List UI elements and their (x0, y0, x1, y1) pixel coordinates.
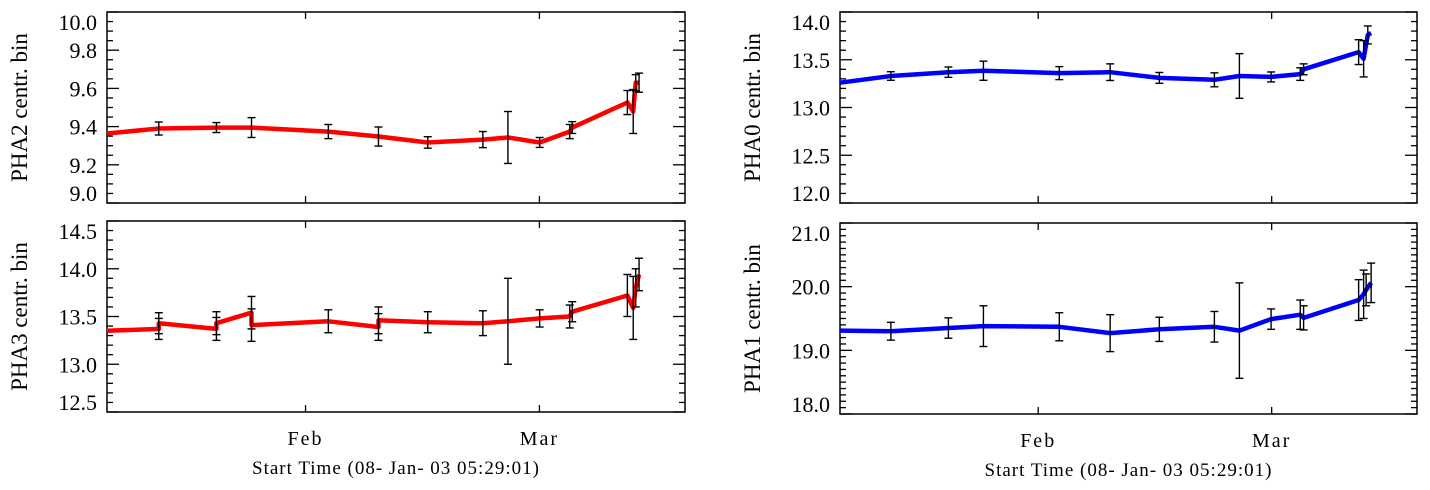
y-axis-title: PHA1 centr. bin (740, 244, 765, 393)
error-bar (324, 309, 333, 334)
y-tick-label: 9.2 (70, 153, 98, 178)
error-bar (623, 89, 632, 116)
x-tick-label: Mar (1252, 430, 1291, 452)
series-line (839, 281, 1373, 336)
error-bar (1235, 282, 1244, 380)
error-bar (1055, 65, 1064, 81)
error-bar (423, 136, 432, 149)
error-bar (1106, 63, 1115, 82)
error-bar (1299, 305, 1308, 331)
plot-frame (106, 220, 686, 413)
y-tick-label: 13.5 (792, 48, 831, 73)
error-bar (478, 130, 487, 149)
y-axis-title: PHA0 centr. bin (740, 33, 765, 182)
error-bar (1155, 71, 1164, 85)
y-axis-title: PHA3 centr. bin (7, 242, 32, 391)
y-tick-label: 20.0 (792, 275, 831, 300)
panel-top-right: 12.0 12.5 13.0 13.5 14.0 PHA0 centr. bin (740, 10, 1418, 206)
error-bar (635, 257, 644, 292)
error-bar (212, 121, 221, 134)
error-bar (568, 120, 577, 135)
error-bar (1210, 310, 1219, 343)
y-tick-label: 9.8 (70, 38, 98, 63)
error-bar (1155, 316, 1164, 343)
panel-bottom-left: 12.5 13.0 13.5 14.0 14.5 PHA3 centr. bin Feb Ma… (7, 219, 686, 479)
error-bar (944, 66, 953, 79)
error-bar (374, 126, 383, 147)
error-bar (1055, 312, 1064, 342)
plot-frame (839, 11, 1418, 204)
error-bar (1299, 63, 1308, 76)
error-bar (324, 123, 333, 140)
error-bar (478, 310, 487, 337)
x-tick-label: Feb (1020, 430, 1056, 452)
y-tick-label: 12.5 (792, 143, 831, 168)
error-bar (1359, 39, 1368, 78)
error-bar (886, 321, 895, 341)
series-line (839, 31, 1373, 85)
y-axis-title: PHA2 centr. bin (7, 33, 32, 182)
error-bar (423, 311, 432, 334)
y-tick-label: 19.0 (792, 338, 831, 363)
error-bar (1354, 278, 1363, 322)
error-bar (154, 121, 163, 136)
x-tick-label: Feb (288, 428, 324, 450)
y-tick-label: 10.0 (59, 10, 98, 35)
y-tick-label: 9.6 (70, 76, 98, 101)
y-tick-label: 13.5 (59, 305, 98, 330)
error-bar (1106, 313, 1115, 353)
error-bar (635, 72, 644, 93)
error-bar (1367, 262, 1376, 304)
error-bar (1359, 269, 1368, 320)
y-tick-label: 9.0 (70, 181, 98, 206)
y-tick-label: 14.0 (59, 257, 98, 282)
error-bar (247, 116, 256, 139)
y-tick-label: 13.0 (792, 96, 831, 121)
error-bar (1267, 308, 1276, 331)
error-bar (1363, 25, 1372, 45)
error-bar (247, 308, 256, 343)
error-bar (1210, 72, 1219, 88)
series-line (106, 80, 640, 145)
error-bar (1235, 52, 1244, 100)
error-bar (374, 306, 383, 335)
plot-frame (839, 222, 1418, 415)
series-line (106, 273, 642, 334)
error-bar (212, 311, 221, 336)
error-bar (1354, 38, 1363, 66)
y-tick-label: 14.5 (59, 219, 98, 244)
panel-bottom-right: 18.0 19.0 20.0 21.0 PHA1 centr. bin Feb Mar Sta… (740, 221, 1418, 481)
y-tick-label: 18.0 (792, 392, 831, 417)
x-tick-label: Mar (520, 428, 559, 450)
error-bar (623, 273, 632, 318)
error-bar (979, 305, 988, 348)
plot-frame (106, 11, 686, 204)
y-tick-label: 13.0 (59, 352, 98, 377)
error-bar (535, 309, 544, 328)
error-bar (1267, 71, 1276, 83)
error-bar (503, 110, 512, 165)
x-axis-title: Start Time (08- Jan- 03 05:29:01) (985, 460, 1273, 481)
error-bar (1362, 273, 1371, 307)
y-tick-label: 12.0 (792, 181, 831, 206)
y-tick-label: 12.5 (59, 390, 98, 415)
y-tick-label: 14.0 (792, 10, 831, 35)
y-tick-label: 9.4 (70, 115, 98, 140)
error-bar (535, 136, 544, 149)
error-bar (944, 317, 953, 339)
panel-top-left: 9.0 9.2 9.4 9.6 9.8 10.0 PHA2 centr. bin (7, 10, 686, 206)
x-axis-title: Start Time (08- Jan- 03 05:29:01) (252, 458, 540, 479)
error-bar (154, 311, 163, 335)
y-tick-label: 21.0 (792, 221, 831, 246)
error-bar (568, 300, 577, 323)
error-bar (886, 70, 895, 81)
error-bar (979, 60, 988, 81)
error-bar (503, 277, 512, 365)
